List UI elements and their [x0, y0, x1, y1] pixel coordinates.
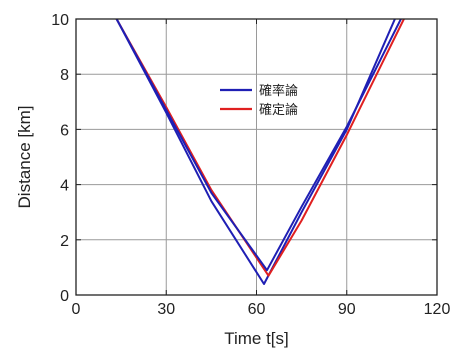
- x-tick-label: 30: [157, 301, 175, 318]
- y-axis-title: Distance [km]: [15, 106, 34, 209]
- series-line-2: [115, 19, 405, 277]
- y-tick-label: 4: [60, 178, 69, 195]
- y-tick-label: 10: [51, 12, 69, 29]
- legend-label: 確定論: [259, 102, 298, 118]
- series-lines: [115, 19, 405, 285]
- series-line-3: [115, 19, 402, 272]
- x-tick-label: 90: [338, 301, 356, 318]
- y-tick-label: 2: [60, 233, 69, 250]
- x-axis-title: Time t[s]: [224, 329, 289, 348]
- series-line-1: [115, 19, 396, 285]
- legend-label: 確率論: [259, 83, 298, 99]
- axis-ticks: 0 30 60 90 120 0 2 4 6 8 10: [51, 12, 450, 318]
- y-tick-label: 0: [60, 288, 69, 305]
- grid: [76, 19, 437, 295]
- y-tick-label: 6: [60, 122, 69, 139]
- x-tick-label: 60: [248, 301, 266, 318]
- x-tick-label: 0: [72, 301, 81, 318]
- x-tick-label: 120: [424, 301, 451, 318]
- y-tick-label: 8: [60, 67, 69, 84]
